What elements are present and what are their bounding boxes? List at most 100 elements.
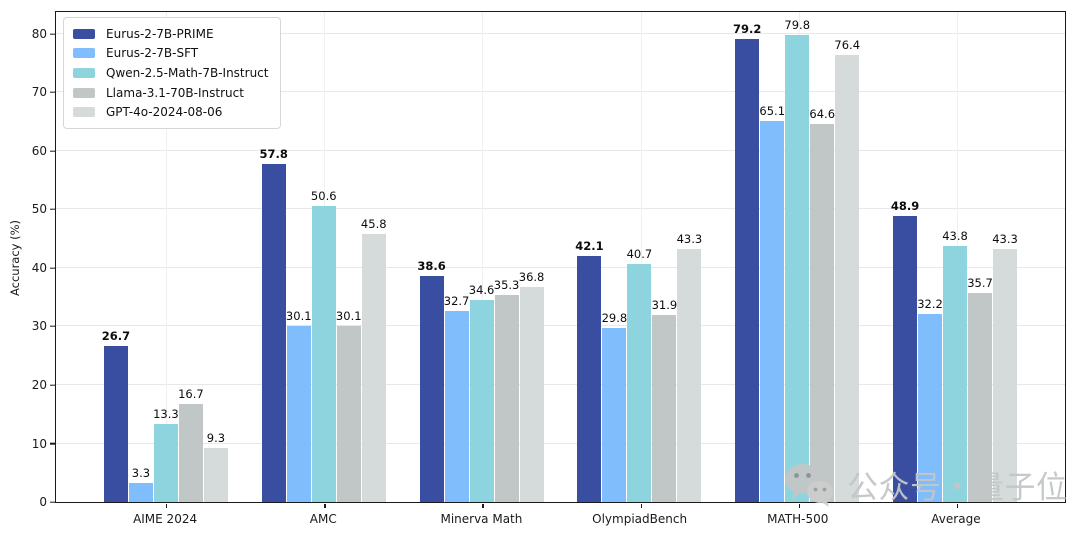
x-axis-labels: AIME 2024 AMC Minerva Math OlympiadBench MAT… xyxy=(55,512,1066,526)
gridline-vertical xyxy=(166,12,168,502)
legend-item: GPT-4o-2024-08-06 xyxy=(73,102,268,122)
bar: 35.7 xyxy=(967,276,993,502)
bar-group-amc: 57.8 30.1 50.6 30.1 45.8 xyxy=(245,12,403,502)
x-category-label: AMC xyxy=(309,512,337,526)
bar: 38.6 xyxy=(417,259,446,502)
bar-value-label: 38.6 xyxy=(417,259,446,274)
bar: 3.3 xyxy=(128,466,153,502)
gridline-horizontal xyxy=(56,384,1065,385)
bar: 29.8 xyxy=(602,311,627,502)
bar: 64.6 xyxy=(809,107,835,502)
legend-item: Qwen-2.5-Math-7B-Instruct xyxy=(73,63,268,83)
bar: 31.9 xyxy=(652,298,677,502)
bar: 43.3 xyxy=(677,232,702,502)
bar-value-label: 43.8 xyxy=(942,228,968,243)
x-category-label: Average xyxy=(931,512,981,526)
bar-value-label: 43.3 xyxy=(992,231,1018,246)
bar-value-label: 65.1 xyxy=(759,104,786,119)
x-tick-mark xyxy=(640,503,642,508)
bar-value-label: 45.8 xyxy=(360,217,387,232)
y-tick-label: 50 xyxy=(31,202,47,217)
bar-value-label: 26.7 xyxy=(101,328,131,343)
gridline-horizontal xyxy=(56,91,1065,93)
bar-value-label: 36.8 xyxy=(518,269,545,284)
legend-swatch xyxy=(73,28,95,39)
bar: 13.3 xyxy=(153,407,179,502)
bar-value-label: 57.8 xyxy=(259,146,288,161)
x-category-label: Minerva Math xyxy=(440,512,523,526)
bar: 50.6 xyxy=(311,189,337,502)
x-tick-mark xyxy=(166,503,168,508)
gridline-horizontal xyxy=(56,266,1065,268)
y-tick-label: 10 xyxy=(31,436,47,451)
x-category-label: MATH-500 xyxy=(767,512,829,526)
bar-value-label: 34.6 xyxy=(468,282,495,297)
bar: 9.3 xyxy=(203,431,228,502)
bar-value-label: 30.1 xyxy=(335,308,362,323)
bar: 42.1 xyxy=(575,239,604,502)
bar: 76.4 xyxy=(834,38,860,502)
y-tick-label: 20 xyxy=(31,378,47,392)
y-tick-label: 70 xyxy=(31,85,47,100)
y-tick-mark xyxy=(50,267,55,269)
legend-label: Eurus-2-7B-SFT xyxy=(106,46,199,61)
legend-item: Llama-3.1-70B-Instruct xyxy=(73,83,268,103)
legend-item: Eurus-2-7B-PRIME xyxy=(73,24,268,44)
bar-value-label: 42.1 xyxy=(575,238,604,253)
bar: 34.6 xyxy=(469,283,494,502)
x-tick-mark xyxy=(956,503,959,508)
bars-row: 26.7 3.3 13.3 16.7 9.3 57.8 30.1 50.6 30.1 45.8 38… xyxy=(56,12,1065,502)
bar: 79.2 xyxy=(733,22,761,502)
gridline-vertical xyxy=(482,12,484,502)
gridline-horizontal xyxy=(56,208,1065,210)
bar-group-olympiadbench: 42.1 29.8 40.7 31.9 43.3 xyxy=(560,12,718,502)
y-tick-label: 30 xyxy=(31,319,47,334)
bar: 32.7 xyxy=(444,294,469,502)
y-tick-mark xyxy=(50,325,55,328)
legend-swatch xyxy=(73,87,95,98)
y-tick-mark xyxy=(50,501,55,503)
bar-value-label: 40.7 xyxy=(626,246,653,261)
x-tick-mark xyxy=(482,503,484,508)
bar: 43.8 xyxy=(942,229,968,502)
legend-label: GPT-4o-2024-08-06 xyxy=(106,105,223,120)
bar-group-aime-2024: 26.7 3.3 13.3 16.7 9.3 xyxy=(87,12,245,502)
bar-group-minerva-math: 38.6 32.7 34.6 35.3 36.8 xyxy=(403,12,561,502)
gridline-horizontal xyxy=(56,325,1065,327)
legend: Eurus-2-7B-PRIME Eurus-2-7B-SFT Qwen-2.5-M… xyxy=(63,17,282,129)
legend-label: Qwen-2.5-Math-7B-Instruct xyxy=(106,65,269,80)
bar: 30.1 xyxy=(286,309,312,502)
bar-value-label: 29.8 xyxy=(601,310,628,325)
y-tick-label: 60 xyxy=(31,143,47,158)
legend-label: Llama-3.1-70B-Instruct xyxy=(106,85,244,100)
bar-value-label: 50.6 xyxy=(310,188,337,203)
bar: 57.8 xyxy=(260,147,288,502)
legend-item: Eurus-2-7B-SFT xyxy=(73,44,268,64)
bar: 43.3 xyxy=(992,232,1018,502)
y-tick-label: 80 xyxy=(31,26,47,41)
legend-swatch xyxy=(73,48,95,59)
bar-value-label: 76.4 xyxy=(834,38,861,53)
legend-swatch xyxy=(73,67,95,78)
bar: 40.7 xyxy=(627,247,652,502)
y-tick-label: 40 xyxy=(31,260,47,275)
bar-value-label: 35.3 xyxy=(493,278,520,293)
bar-value-label: 9.3 xyxy=(206,430,226,445)
gridline-horizontal xyxy=(56,149,1065,151)
bar-value-label: 16.7 xyxy=(178,387,204,402)
bar-value-label: 32.2 xyxy=(917,296,943,311)
x-tick-mark xyxy=(324,503,326,508)
bar-group-average: 48.9 32.2 43.8 35.7 43.3 xyxy=(876,12,1034,502)
x-category-label: OlympiadBench xyxy=(592,512,688,526)
y-tick-label: 0 xyxy=(39,495,47,509)
bar-value-label: 32.7 xyxy=(443,293,470,308)
bar-value-label: 64.6 xyxy=(809,107,836,122)
bar-value-label: 3.3 xyxy=(131,465,151,480)
bar-value-label: 13.3 xyxy=(153,407,179,422)
gridline-horizontal xyxy=(56,32,1065,34)
bar: 45.8 xyxy=(361,217,387,502)
y-tick-mark xyxy=(50,33,55,35)
bar: 48.9 xyxy=(891,199,919,502)
y-tick-mark xyxy=(50,91,55,94)
bar: 32.2 xyxy=(917,297,943,502)
